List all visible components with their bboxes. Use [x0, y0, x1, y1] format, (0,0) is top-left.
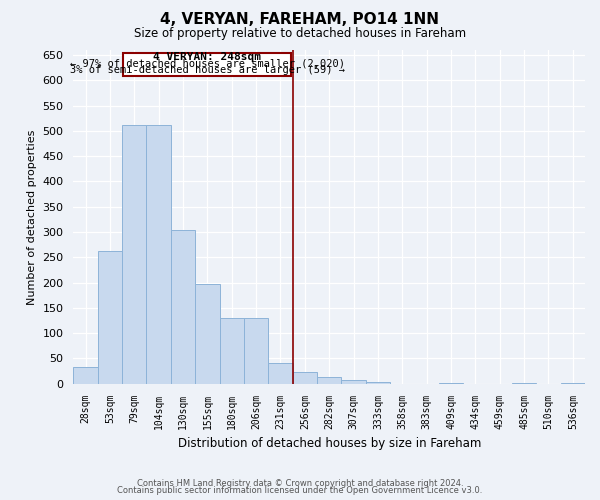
- Text: 4 VERYAN: 248sqm: 4 VERYAN: 248sqm: [154, 52, 262, 62]
- Bar: [171, 230, 195, 384]
- Bar: [268, 364, 293, 384]
- Text: Contains HM Land Registry data © Crown copyright and database right 2024.: Contains HM Land Registry data © Crown c…: [137, 478, 463, 488]
- Bar: [341, 380, 366, 384]
- Bar: [195, 284, 220, 384]
- Bar: [317, 376, 341, 384]
- Text: ← 97% of detached houses are smaller (2,020): ← 97% of detached houses are smaller (2,…: [70, 58, 345, 68]
- Bar: [98, 250, 122, 384]
- Bar: [512, 382, 536, 384]
- Bar: [73, 367, 98, 384]
- Bar: [244, 318, 268, 384]
- Bar: [220, 318, 244, 384]
- Bar: [293, 372, 317, 384]
- Bar: [560, 382, 585, 384]
- Bar: [122, 125, 146, 384]
- Text: 4, VERYAN, FAREHAM, PO14 1NN: 4, VERYAN, FAREHAM, PO14 1NN: [161, 12, 439, 28]
- Text: Contains public sector information licensed under the Open Government Licence v3: Contains public sector information licen…: [118, 486, 482, 495]
- Text: 3% of semi-detached houses are larger (59) →: 3% of semi-detached houses are larger (5…: [70, 65, 345, 75]
- Text: Size of property relative to detached houses in Fareham: Size of property relative to detached ho…: [134, 28, 466, 40]
- X-axis label: Distribution of detached houses by size in Fareham: Distribution of detached houses by size …: [178, 437, 481, 450]
- Bar: [146, 125, 171, 384]
- Bar: [366, 382, 390, 384]
- Bar: [439, 382, 463, 384]
- FancyBboxPatch shape: [124, 52, 292, 76]
- Y-axis label: Number of detached properties: Number of detached properties: [27, 129, 37, 304]
